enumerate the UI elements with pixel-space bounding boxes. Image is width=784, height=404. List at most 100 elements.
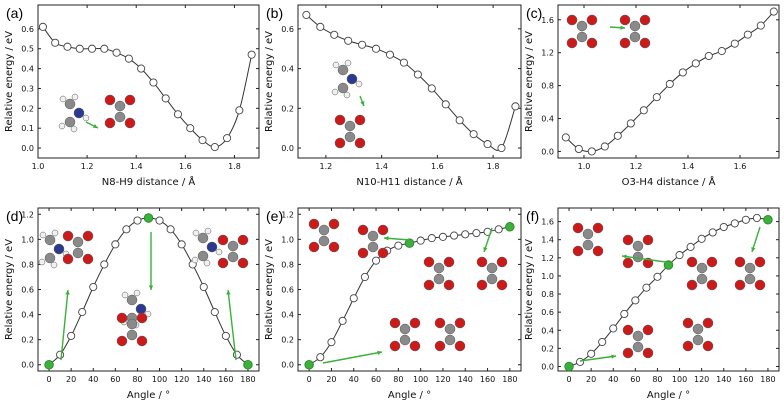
atom: [237, 234, 249, 246]
data-point: [51, 38, 60, 47]
atom: [64, 98, 76, 110]
y-tick-label: 0.6: [281, 286, 294, 295]
x-tick-label: 80: [132, 375, 142, 384]
atom: [357, 247, 369, 259]
x-tick-label: 120: [174, 375, 189, 384]
chart-panel-6: (f) 0 20 40 60 80 100 120 140 160 180 0.0 0.2 0.4 0.6 0…: [524, 207, 780, 401]
x-tick-label: 1.0: [32, 162, 45, 171]
arrowhead: [620, 25, 625, 30]
y-tick-label: 0.4: [21, 311, 34, 320]
data-point: [186, 124, 195, 133]
x-tick-label: 0: [567, 375, 572, 384]
atom: [121, 291, 129, 299]
atom: [702, 317, 714, 329]
x-axis-label: O3-H4 distance / Å: [622, 175, 716, 188]
highlight-point: [763, 215, 773, 225]
plot-frame: [557, 207, 780, 372]
chart-panel-5: (e) 0 20 40 60 80 100 120 140 160 180 0.0 0.2 0.4 0.6 0…: [264, 207, 522, 401]
y-tick-label: 0.6: [21, 286, 34, 295]
x-tick-label: 40: [88, 375, 98, 384]
data-point: [78, 308, 87, 317]
atom: [62, 253, 74, 265]
chart-panel-4: (d) 0 20 40 60 80 100 120 140 160 180 0.0 0.2 0.4 0.6 0…: [4, 207, 260, 401]
data-point: [210, 308, 219, 317]
atom: [331, 88, 339, 96]
atom: [318, 235, 330, 247]
data-point: [87, 44, 97, 53]
x-tick-label: 40: [608, 375, 618, 384]
atom: [334, 114, 346, 126]
x-tick-label: 160: [480, 375, 495, 384]
panel-label: (a): [6, 5, 23, 21]
x-tick-label: 0: [307, 375, 312, 384]
atom: [133, 289, 141, 297]
atom: [682, 317, 694, 329]
y-axis-label: Relative energy / eV: [264, 31, 275, 132]
arrowhead: [611, 354, 616, 359]
atom: [126, 318, 138, 330]
atom: [58, 122, 66, 130]
data-point: [600, 142, 609, 151]
atom: [399, 323, 411, 335]
data-point: [344, 36, 353, 45]
x-tick-label: 60: [371, 375, 381, 384]
x-tick-label: 1.2: [81, 162, 94, 171]
data-point: [89, 282, 98, 292]
y-axis-label: Relative energy / eV: [4, 31, 15, 132]
atom: [104, 94, 116, 106]
x-axis-label: Angle / °: [647, 390, 690, 401]
plot-frame: [37, 4, 260, 159]
atom: [686, 279, 698, 291]
x-tick-label: 40: [349, 375, 359, 384]
atom: [197, 232, 209, 244]
atom: [204, 227, 212, 235]
atom: [344, 120, 356, 132]
arrowhead: [226, 290, 231, 295]
y-tick-label: 0.8: [21, 260, 34, 269]
data-point: [247, 50, 256, 59]
data-point: [232, 350, 241, 359]
y-tick-label: 0.5: [21, 45, 34, 54]
atom: [409, 340, 421, 352]
y-tick-label: 0.2: [281, 336, 294, 345]
data-point: [438, 232, 448, 241]
atom: [409, 317, 421, 329]
x-tick-label: 1.4: [130, 162, 143, 171]
atom: [496, 256, 508, 268]
atom: [206, 241, 218, 253]
y-tick-label: 0.4: [541, 115, 554, 124]
atom: [476, 256, 488, 268]
y-tick-label: 0.0: [541, 362, 554, 371]
y-tick-label: 1.2: [281, 210, 294, 219]
atom: [629, 31, 641, 43]
atom: [116, 335, 128, 347]
y-tick-label: 0.0: [281, 144, 294, 153]
highlight-point: [404, 238, 415, 248]
data-point: [483, 140, 492, 149]
y-tick-label: 0.2: [21, 336, 34, 345]
series-line: [306, 14, 516, 151]
chart-panel-3: (c) 1.0 1.2 1.4 1.6 0.0 0.4 0.8 1.2 1.6 O3-H4 dist…: [524, 4, 780, 188]
y-tick-label: 0.0: [541, 147, 554, 156]
data-point: [639, 106, 648, 115]
atom: [754, 279, 766, 291]
atom: [586, 14, 598, 26]
x-tick-label: 20: [66, 375, 76, 384]
data-point: [472, 229, 481, 238]
atom: [136, 312, 148, 324]
data-point: [609, 324, 618, 333]
data-point: [385, 50, 395, 59]
arrowhead: [483, 247, 488, 252]
atom: [344, 131, 356, 143]
atom: [706, 256, 718, 268]
data-point: [675, 251, 684, 260]
x-tick-label: 1.2: [320, 162, 333, 171]
atom: [496, 279, 508, 291]
data-point: [124, 54, 133, 63]
atom: [706, 279, 718, 291]
data-point: [587, 349, 596, 358]
data-point: [371, 44, 381, 53]
x-axis-label: Angle / °: [388, 390, 431, 401]
atom: [582, 228, 594, 240]
